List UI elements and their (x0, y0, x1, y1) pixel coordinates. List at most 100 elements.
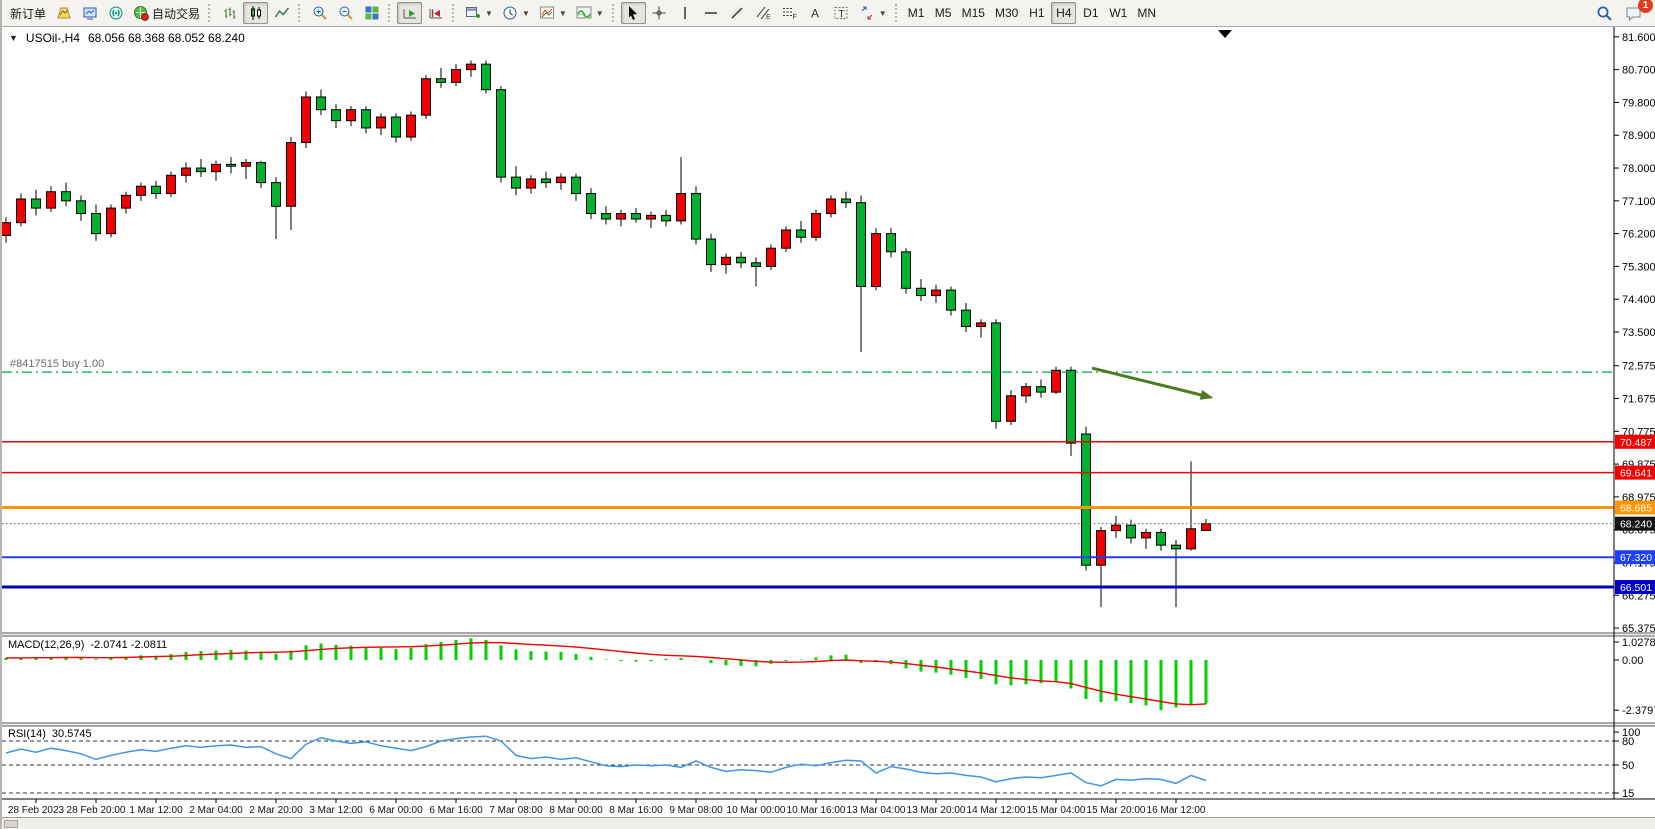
svg-text:6 Mar 16:00: 6 Mar 16:00 (429, 805, 483, 816)
indicators-dropdown-button[interactable]: ▼ (572, 2, 608, 24)
horizontal-scrollbar[interactable] (2, 817, 1655, 829)
svg-text:15: 15 (1622, 788, 1634, 800)
toolbar-grip (388, 4, 393, 22)
rsi-pane (2, 735, 1614, 794)
signal-icon (108, 5, 124, 21)
svg-text:81.600: 81.600 (1622, 32, 1655, 44)
data-window-button[interactable] (103, 2, 128, 24)
channel-icon: E (755, 5, 771, 21)
svg-text:T: T (839, 9, 845, 20)
notification-count-badge: 1 (1638, 0, 1653, 13)
bar-chart-button[interactable] (217, 2, 242, 24)
svg-text:10 Mar 00:00: 10 Mar 00:00 (727, 805, 786, 816)
arrows-dropdown-button[interactable]: ▼ (855, 2, 891, 24)
chart-menu-icon[interactable]: ▼ (9, 33, 18, 43)
text-label-button[interactable]: T (829, 2, 854, 24)
periods-dropdown-button[interactable]: ▼ (498, 2, 534, 24)
svg-text:78.000: 78.000 (1622, 163, 1655, 175)
candlestick-icon (248, 5, 264, 21)
new-chart-button[interactable] (51, 2, 76, 24)
search-button[interactable] (1592, 2, 1617, 24)
svg-text:71.675: 71.675 (1622, 394, 1655, 406)
auto-trading-icon (133, 5, 149, 21)
svg-text:3 Mar 12:00: 3 Mar 12:00 (309, 805, 363, 816)
pane-divider[interactable] (2, 723, 1655, 726)
rsi-line (5, 735, 1207, 787)
cursor-button[interactable] (620, 2, 646, 24)
candlestick-chart-button[interactable] (243, 2, 269, 24)
bar-chart-icon (222, 5, 238, 21)
templates-dropdown-button[interactable]: ▼ (535, 2, 571, 24)
timeframe-H1[interactable]: H1 (1024, 2, 1049, 24)
toolbar: 新订单 自动交易 ▼ ▼ ▼ ▼ E F A T ▼ M1 M5 M15 (2, 0, 1655, 27)
trendline-icon (729, 5, 745, 21)
auto-scroll-button[interactable] (397, 2, 423, 24)
svg-text:15 Mar 04:00: 15 Mar 04:00 (1027, 805, 1086, 816)
crosshair-button[interactable] (647, 2, 672, 24)
svg-text:100: 100 (1622, 727, 1640, 739)
chevron-down-icon: ▼ (485, 8, 493, 18)
timeframe-H4[interactable]: H4 (1051, 2, 1077, 24)
line-chart-button[interactable] (269, 2, 294, 24)
timeframe-W1[interactable]: W1 (1105, 2, 1131, 24)
crosshair-icon (651, 5, 667, 21)
new-chart-plus-icon (465, 5, 481, 21)
timeframe-M1[interactable]: M1 (904, 2, 929, 24)
zoom-out-icon (338, 5, 354, 21)
svg-text:74.400: 74.400 (1622, 294, 1655, 306)
svg-text:28 Feb 20:00: 28 Feb 20:00 (67, 805, 126, 816)
new-chart-dropdown-button[interactable]: ▼ (461, 2, 497, 24)
scrollbar-thumb[interactable] (4, 820, 18, 828)
svg-text:0.00: 0.00 (1622, 655, 1643, 667)
price-badges: 70.487 69.641 68.685 68.240 67.320 66.501 (1615, 434, 1655, 595)
chart-shift-marker[interactable] (1218, 30, 1232, 38)
chart-shift-button[interactable] (423, 2, 448, 24)
zoom-out-button[interactable] (333, 2, 358, 24)
svg-text:80.700: 80.700 (1622, 65, 1655, 77)
svg-text:73.500: 73.500 (1622, 327, 1655, 339)
chevron-down-icon: ▼ (521, 8, 530, 18)
svg-text:13 Mar 20:00: 13 Mar 20:00 (907, 805, 966, 816)
tile-windows-button[interactable] (359, 2, 384, 24)
timeframe-M5[interactable]: M5 (931, 2, 956, 24)
fibonacci-button[interactable]: F (777, 2, 802, 24)
zoom-in-button[interactable] (307, 2, 332, 24)
candles-layer (2, 60, 1211, 608)
market-watch-button[interactable] (77, 2, 102, 24)
svg-text:72.575: 72.575 (1622, 361, 1655, 373)
svg-text:14 Mar 12:00: 14 Mar 12:00 (967, 805, 1026, 816)
svg-text:78.900: 78.900 (1622, 130, 1655, 142)
toolbar-grip (208, 4, 213, 22)
svg-text:8 Mar 00:00: 8 Mar 00:00 (549, 805, 603, 816)
horizontal-line-button[interactable] (699, 2, 724, 24)
price-chart[interactable]: #8417515 buy 1.00 81.600 80.700 79.800 78.90… (2, 27, 1655, 829)
price-axis: 81.600 80.700 79.800 78.900 78.000 77.100 76.2… (1614, 32, 1655, 800)
trendline-button[interactable] (725, 2, 750, 24)
macd-label: MACD(12,26,9) -2.0741 -2.0811 (8, 639, 167, 651)
chart-ohlc-values: 68.056 68.368 68.052 68.240 (87, 31, 245, 45)
timeframe-M15[interactable]: M15 (958, 2, 989, 24)
chevron-down-icon: ▼ (878, 8, 887, 18)
new-order-button[interactable]: 新订单 (6, 2, 50, 24)
timeframe-D1[interactable]: D1 (1078, 2, 1103, 24)
indicators-icon (576, 5, 592, 21)
rsi-name: RSI(14) (8, 728, 46, 740)
svg-text:-2.3797: -2.3797 (1622, 705, 1655, 717)
chevron-down-icon: ▼ (558, 8, 567, 18)
timeframe-toolbar: M1 M5 M15 M30 H1 H4 D1 W1 MN (904, 2, 1160, 24)
vertical-line-button[interactable] (673, 2, 698, 24)
equidistant-channel-button[interactable]: E (751, 2, 776, 24)
toolbar-grip (298, 4, 303, 22)
toolbar-grip (452, 4, 457, 22)
timeframe-MN[interactable]: MN (1133, 2, 1160, 24)
tile-windows-icon (364, 5, 380, 21)
cursor-icon (625, 5, 641, 21)
text-button[interactable]: A (803, 2, 828, 24)
trend-arrow[interactable] (1091, 366, 1202, 397)
svg-text:75.300: 75.300 (1622, 261, 1655, 273)
auto-trading-button[interactable]: 自动交易 (129, 2, 204, 24)
svg-text:1 Mar 12:00: 1 Mar 12:00 (129, 805, 183, 816)
timeframe-M30[interactable]: M30 (991, 2, 1022, 24)
pane-divider[interactable] (2, 633, 1655, 636)
